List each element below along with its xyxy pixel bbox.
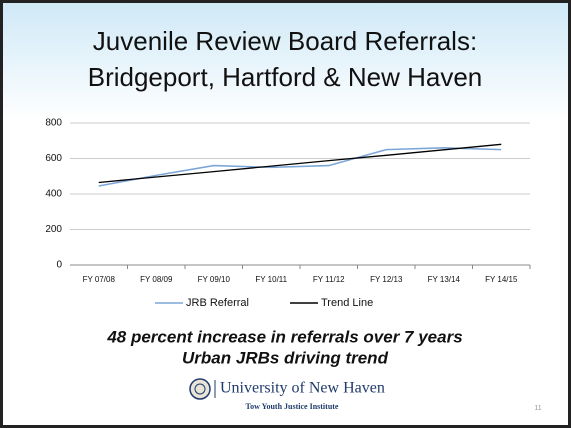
logo-seal (189, 378, 211, 400)
caption-line: Urban JRBs driving trend (182, 348, 389, 367)
y-tick-label: 800 (45, 118, 62, 129)
y-tick-label: 200 (45, 224, 62, 235)
x-tick-label: FY 09/10 (198, 275, 231, 284)
legend-label: Trend Line (321, 297, 373, 309)
logo-subtext: Tow Youth Justice Institute (246, 402, 339, 411)
x-tick-label: FY 12/13 (370, 275, 403, 284)
legend-label: JRB Referral (186, 297, 249, 309)
y-tick-label: 600 (45, 153, 62, 164)
title-line: Bridgeport, Hartford & New Haven (88, 62, 483, 92)
x-tick-label: FY 13/14 (428, 275, 461, 284)
caption-line: 48 percent increase in referrals over 7 … (106, 327, 462, 346)
data-line (98, 143, 502, 184)
data-line (98, 147, 502, 187)
x-tick-label: FY 07/08 (83, 275, 116, 284)
title-line: Juvenile Review Board Referrals: (93, 26, 477, 56)
logo-text: University of New Haven (220, 380, 385, 397)
x-tick-label: FY 14/15 (485, 275, 518, 284)
x-tick-label: FY 10/11 (255, 275, 287, 284)
x-tick-label: FY 11/12 (313, 275, 345, 284)
logo-seal-inner (194, 383, 206, 395)
x-tick-label: FY 08/09 (140, 275, 173, 284)
y-tick-label: 400 (45, 189, 62, 200)
page-number: 11 (534, 405, 541, 412)
y-tick-label: 0 (56, 260, 62, 271)
slide-background (3, 3, 568, 425)
